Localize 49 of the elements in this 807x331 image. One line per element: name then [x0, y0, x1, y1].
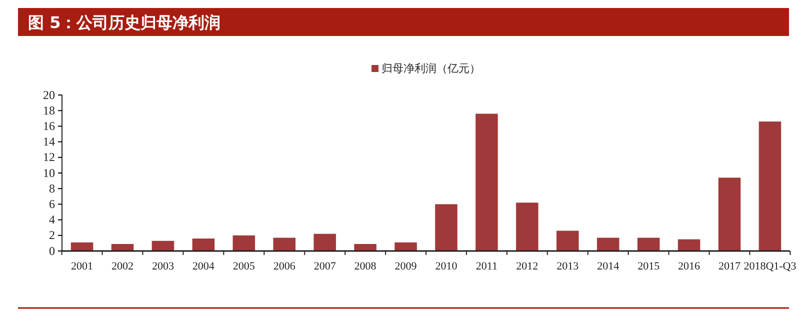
x-tick-label: 2002: [112, 260, 134, 272]
y-tick-label: 10: [43, 166, 55, 180]
x-tick-label: 2014: [597, 260, 620, 272]
x-tick-label: 2017: [718, 260, 741, 272]
y-tick-label: 16: [43, 119, 55, 134]
x-tick-label: 2012: [516, 260, 538, 272]
y-tick-label: 6: [49, 197, 55, 212]
bar: [556, 230, 579, 251]
x-tick-label: 2003: [152, 260, 174, 272]
bar: [111, 244, 134, 251]
y-tick-label: 2: [49, 228, 55, 242]
y-tick-label: 18: [43, 103, 55, 118]
x-tick-label: 2005: [232, 260, 256, 272]
x-tick-label: 2011: [476, 260, 498, 272]
x-tick-label: 2006: [273, 260, 296, 272]
bar: [516, 202, 538, 251]
bar: [435, 204, 458, 251]
x-tick-label: 2009: [394, 260, 418, 272]
y-tick-label: 4: [49, 212, 55, 227]
bar: [152, 240, 174, 251]
x-tick-label: 2007: [314, 260, 336, 272]
bar: [596, 238, 620, 251]
bar: [476, 114, 498, 251]
y-tick-label: 12: [43, 150, 55, 164]
y-tick-label: 8: [49, 181, 55, 196]
bar: [232, 235, 256, 251]
chart-title: 图 5：公司历史归母净利润: [28, 13, 221, 32]
y-tick-label: 20: [43, 88, 55, 102]
bar: [314, 234, 336, 251]
bar: [70, 242, 94, 251]
y-tick-label: 14: [43, 134, 55, 149]
bar: [273, 238, 296, 251]
x-tick-label: 2008: [354, 260, 377, 272]
legend-label: 归母净利润（亿元）: [382, 62, 480, 75]
x-tick-label: 2013: [556, 260, 580, 272]
bar: [192, 238, 215, 251]
bar: [758, 122, 782, 251]
x-tick-label: 2010: [435, 260, 458, 272]
x-tick-label: 2001: [71, 260, 94, 272]
y-tick-label: 0: [49, 244, 55, 258]
bar: [637, 238, 660, 251]
x-tick-label: 2004: [192, 260, 215, 272]
bar: [718, 178, 741, 251]
bar: [678, 239, 700, 251]
bar: [394, 242, 417, 251]
x-tick-label: 2018Q1-Q3: [744, 260, 797, 272]
bar: [354, 244, 376, 251]
x-tick-label: 2015: [638, 260, 660, 272]
x-tick-label: 2016: [678, 260, 701, 272]
